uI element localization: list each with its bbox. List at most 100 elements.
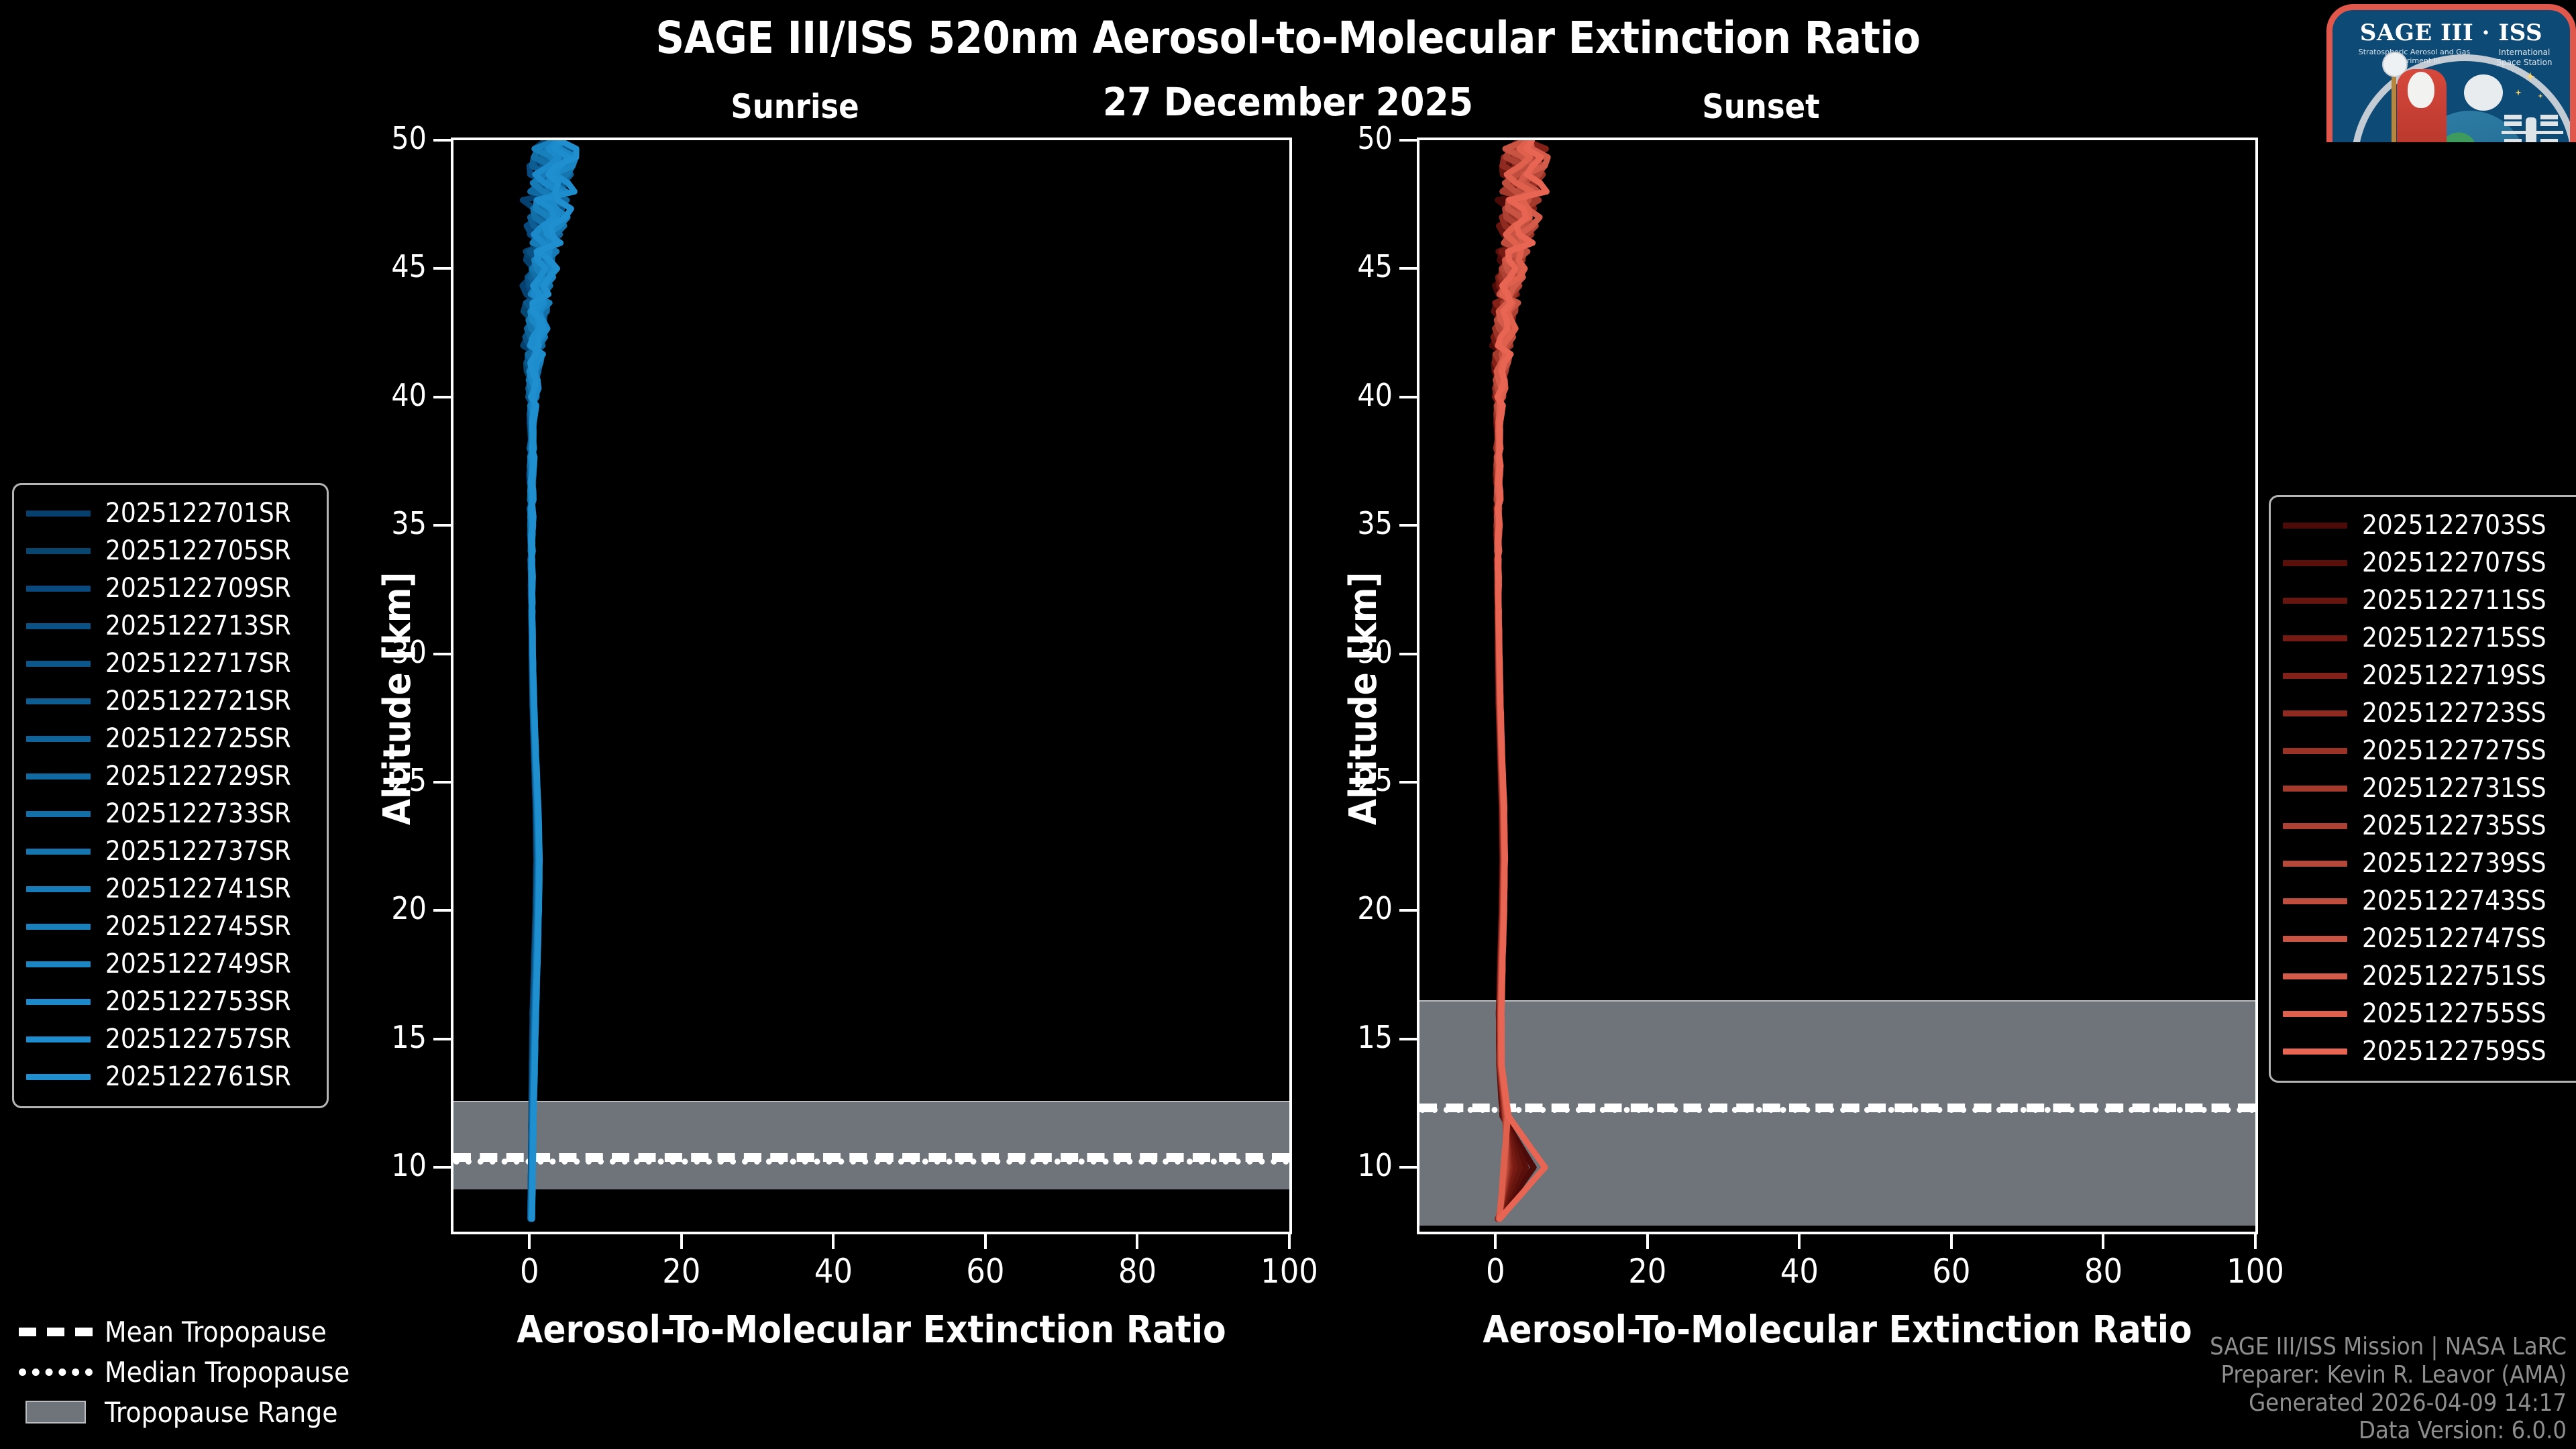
- x-axis-tick-label: 0: [519, 1252, 539, 1291]
- legend-item[interactable]: 2025122743SS: [2283, 882, 2573, 920]
- legend-item[interactable]: 2025122723SS: [2283, 694, 2573, 732]
- legend-item[interactable]: 2025122747SS: [2283, 920, 2573, 957]
- y-axis-tick: [1399, 1166, 1417, 1169]
- legend-color-swatch: [26, 1036, 91, 1042]
- legend-color-swatch: [26, 547, 91, 554]
- x-axis-tick-label: 20: [1628, 1252, 1667, 1291]
- sunrise-panel-title: Sunrise: [731, 87, 859, 126]
- legend-item[interactable]: 2025122761SR: [26, 1058, 315, 1095]
- sunrise-plot-panel[interactable]: [451, 138, 1292, 1234]
- y-axis-tick-label: 20: [1357, 890, 1393, 927]
- legend-color-swatch: [2283, 1048, 2347, 1055]
- legend-item[interactable]: 2025122731SS: [2283, 769, 2573, 807]
- sunset-panel-title: Sunset: [1702, 87, 1820, 126]
- patch-subtitle-left: Stratospheric Aerosol and Gas Experiment…: [2358, 48, 2471, 65]
- legend-item-mean-tropopause: Mean Tropopause: [16, 1311, 350, 1352]
- legend-item[interactable]: 2025122739SS: [2283, 845, 2573, 882]
- legend-item[interactable]: 2025122757SR: [26, 1020, 315, 1058]
- profile-line: [527, 140, 580, 1222]
- y-axis-tick: [1399, 267, 1417, 270]
- y-axis-tick: [433, 267, 451, 270]
- legend-item-median-tropopause: Median Tropopause: [16, 1352, 350, 1392]
- legend-label: 2025122723SS: [2362, 698, 2546, 729]
- y-axis-tick: [433, 781, 451, 784]
- legend-color-swatch: [2283, 635, 2347, 641]
- legend-item[interactable]: 2025122741SR: [26, 870, 315, 908]
- legend-item[interactable]: 2025122717SR: [26, 645, 315, 682]
- y-axis-tick-label: 40: [1357, 376, 1393, 413]
- legend-item[interactable]: 2025122713SR: [26, 607, 315, 645]
- y-axis-tick: [1399, 652, 1417, 655]
- legend-item[interactable]: 2025122709SR: [26, 570, 315, 607]
- x-axis-tick-label: 80: [2084, 1252, 2123, 1291]
- sunset-event-legend[interactable]: 2025122703SS 2025122707SS 2025122711SS 2025…: [2269, 495, 2576, 1083]
- legend-label: 2025122757SR: [105, 1024, 291, 1055]
- sunrise-event-legend[interactable]: 2025122701SR 2025122705SR 2025122709SR 2025…: [12, 483, 329, 1108]
- legend-color-swatch: [26, 623, 91, 629]
- legend-label: 2025122751SS: [2362, 961, 2546, 991]
- legend-label: 2025122753SR: [105, 986, 291, 1017]
- y-axis-tick-label: 25: [1357, 762, 1393, 799]
- x-axis-tick-label: 40: [814, 1252, 853, 1291]
- x-axis-tick-label: 40: [1780, 1252, 1819, 1291]
- dotted-line-icon: [16, 1368, 95, 1376]
- sunset-plot-panel[interactable]: [1417, 138, 2258, 1234]
- x-axis-tick: [680, 1234, 683, 1249]
- legend-item[interactable]: 2025122753SR: [26, 983, 315, 1020]
- legend-label: 2025122725SR: [105, 723, 291, 754]
- legend-item[interactable]: 2025122755SS: [2283, 995, 2573, 1032]
- iss-station-icon: [2502, 115, 2563, 142]
- legend-label: 2025122739SS: [2362, 848, 2546, 879]
- sunrise-y-axis-title: Altitude [km]: [376, 572, 419, 825]
- legend-label: 2025122733SR: [105, 798, 291, 829]
- sunset-plot-area: [1419, 140, 2255, 1232]
- legend-color-swatch: [26, 735, 91, 742]
- sunrise-plot-area: [453, 140, 1289, 1232]
- y-axis-tick-label: 35: [391, 505, 427, 542]
- page-title: SAGE III/ISS 520nm Aerosol-to-Molecular …: [655, 12, 1921, 64]
- legend-item[interactable]: 2025122751SS: [2283, 957, 2573, 995]
- y-axis-tick-label: 45: [391, 248, 427, 285]
- patch-title-text: SAGE III · ISS: [2359, 19, 2543, 46]
- profile-line: [1494, 140, 1550, 1222]
- legend-item[interactable]: 2025122711SS: [2283, 582, 2573, 619]
- legend-item[interactable]: 2025122719SS: [2283, 657, 2573, 694]
- legend-color-swatch: [2283, 672, 2347, 679]
- legend-label: 2025122761SR: [105, 1061, 291, 1092]
- legend-item[interactable]: 2025122737SR: [26, 833, 315, 870]
- legend-item[interactable]: 2025122715SS: [2283, 619, 2573, 657]
- legend-item[interactable]: 2025122749SR: [26, 945, 315, 983]
- legend-item[interactable]: 2025122733SR: [26, 795, 315, 833]
- legend-item[interactable]: 2025122745SR: [26, 908, 315, 945]
- legend-item[interactable]: 2025122727SS: [2283, 732, 2573, 769]
- legend-item[interactable]: 2025122707SS: [2283, 544, 2573, 582]
- legend-color-swatch: [2283, 597, 2347, 604]
- legend-item[interactable]: 2025122703SS: [2283, 506, 2573, 544]
- legend-item[interactable]: 2025122725SR: [26, 720, 315, 757]
- legend-item[interactable]: 2025122701SR: [26, 494, 315, 532]
- legend-label: 2025122743SS: [2362, 885, 2546, 916]
- legend-item[interactable]: 2025122705SR: [26, 532, 315, 570]
- y-axis-tick: [1399, 524, 1417, 527]
- legend-label: 2025122713SR: [105, 610, 291, 641]
- sunrise-profile-curves: [519, 140, 580, 1222]
- x-axis-tick-label: 0: [1485, 1252, 1505, 1291]
- patch-body: SAGE III · ISS Stratospheric Aerosol and…: [2326, 4, 2576, 142]
- legend-color-swatch: [26, 998, 91, 1005]
- legend-label: 2025122741SR: [105, 873, 291, 904]
- legend-item[interactable]: 2025122735SS: [2283, 807, 2573, 845]
- legend-item[interactable]: 2025122721SR: [26, 682, 315, 720]
- x-axis-tick: [983, 1234, 987, 1249]
- x-axis-tick: [1288, 1234, 1291, 1249]
- legend-label: 2025122719SS: [2362, 660, 2546, 691]
- legend-item[interactable]: 2025122759SS: [2283, 1032, 2573, 1070]
- legend-color-swatch: [26, 773, 91, 780]
- legend-color-swatch: [2283, 935, 2347, 942]
- legend-color-swatch: [2283, 860, 2347, 867]
- y-axis-tick-label: 15: [1357, 1018, 1393, 1055]
- legend-item[interactable]: 2025122729SR: [26, 757, 315, 795]
- legend-label: 2025122759SS: [2362, 1036, 2546, 1067]
- y-axis-tick-label: 15: [391, 1018, 427, 1055]
- patch-subtitle-right: International Space Station: [2496, 48, 2553, 67]
- legend-color-swatch: [2283, 747, 2347, 754]
